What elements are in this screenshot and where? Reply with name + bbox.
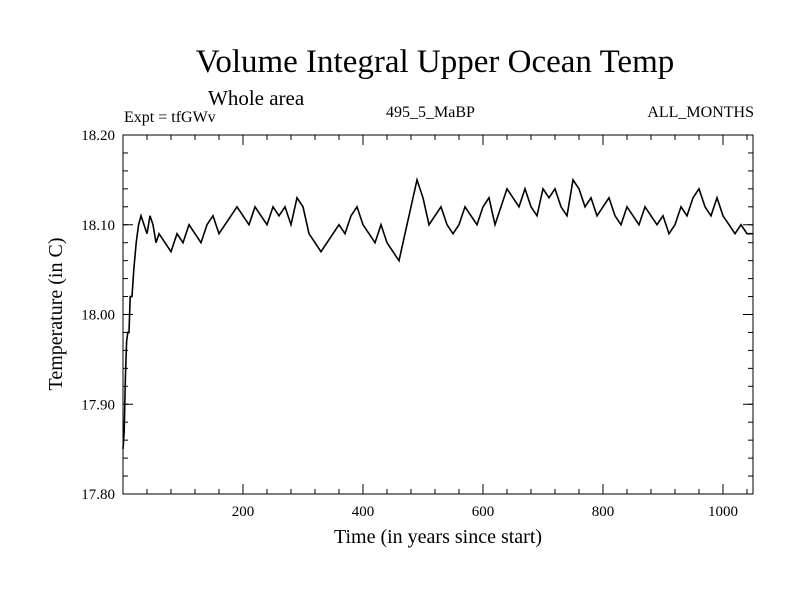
minor-ticks bbox=[123, 135, 753, 494]
y-tick-label: 18.20 bbox=[81, 128, 115, 144]
x-tick-label: 200 bbox=[232, 504, 255, 520]
chart-subtitle: Whole area bbox=[208, 86, 305, 110]
major-ticks bbox=[123, 134, 753, 495]
y-tick-label: 18.10 bbox=[81, 218, 115, 234]
y-tick-label: 18.00 bbox=[81, 308, 115, 324]
y-tick-label: 17.90 bbox=[81, 397, 115, 413]
x-tick-label: 600 bbox=[472, 504, 495, 520]
y-axis-label: Temperature (in C) bbox=[45, 238, 67, 391]
series-line bbox=[122, 176, 753, 450]
tick-labels: 200 400 600 800 1000 17.80 17.90 18.00 18.10 18.2… bbox=[81, 128, 738, 520]
experiment-label: Expt = tfGWv bbox=[124, 109, 216, 126]
x-tick-label: 800 bbox=[592, 504, 615, 520]
run-id-label: 495_5_MaBP bbox=[386, 104, 475, 121]
y-tick-label: 17.80 bbox=[81, 487, 115, 503]
x-tick-label: 1000 bbox=[708, 504, 738, 520]
plot-frame bbox=[122, 134, 754, 495]
chart-title: Volume Integral Upper Ocean Temp bbox=[195, 44, 675, 80]
x-tick-label: 400 bbox=[352, 504, 375, 520]
x-axis-label: Time (in years since start) bbox=[334, 526, 542, 548]
months-label: ALL_MONTHS bbox=[647, 104, 754, 121]
